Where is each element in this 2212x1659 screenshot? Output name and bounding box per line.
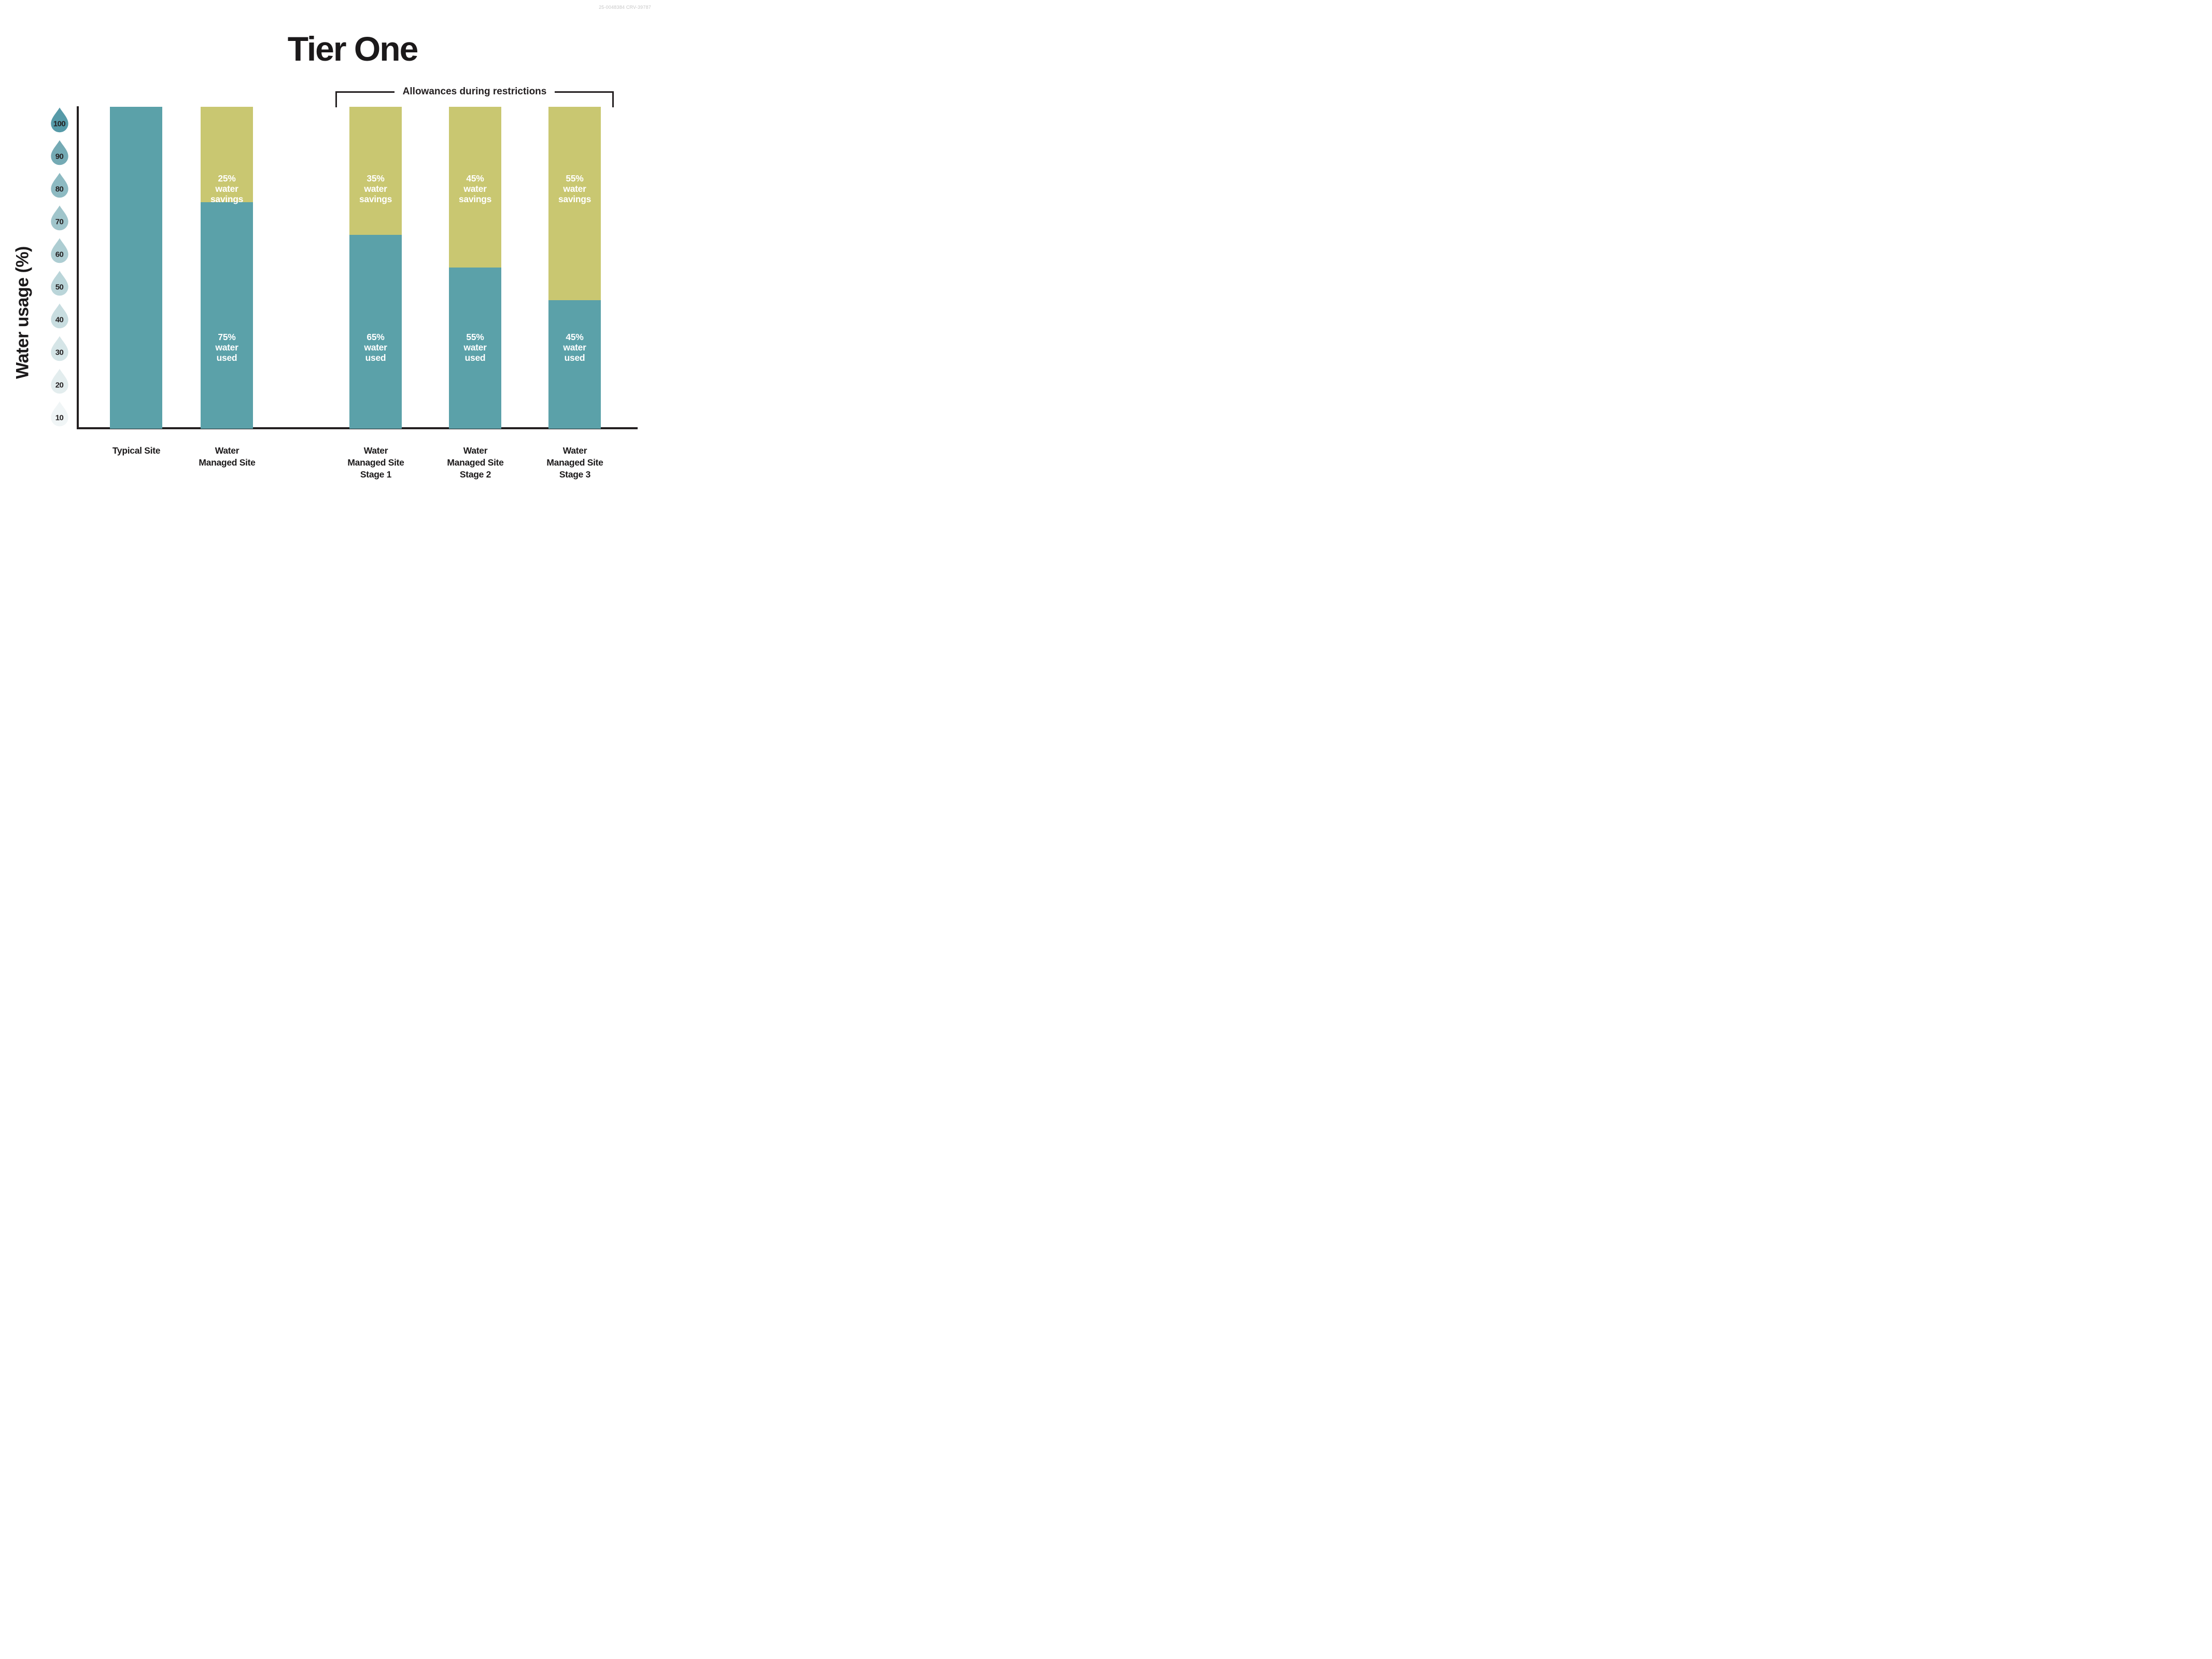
- droplet-icon: [50, 369, 68, 394]
- x-label-water-managed-site-stage-3: Water Managed Site Stage 3: [546, 445, 603, 480]
- bar-water-managed-site-stage-2: 45% water savings 55% water used: [449, 107, 501, 429]
- droplet-icon: [50, 238, 68, 263]
- water-droplet-tick-10: 10: [47, 401, 72, 428]
- x-label-water-managed-site-stage-2: Water Managed Site Stage 2: [447, 445, 504, 480]
- tick-value: 70: [55, 217, 64, 227]
- used-segment: [110, 107, 162, 429]
- chart-title: Tier One: [287, 30, 419, 68]
- water-droplet-tick-90: 90: [47, 139, 72, 166]
- used-label: 45% water used: [563, 332, 586, 363]
- water-droplet-tick-30: 30: [47, 335, 72, 362]
- droplet-icon: [50, 205, 68, 231]
- water-droplet-tick-20: 20: [47, 368, 72, 395]
- y-axis-title: Water usage (%): [12, 246, 33, 379]
- droplet-icon: [50, 303, 68, 329]
- x-label-water-managed-site-stage-1: Water Managed Site Stage 1: [347, 445, 404, 480]
- tick-value: 100: [53, 119, 66, 129]
- used-segment: [548, 300, 601, 429]
- bracket-right-tick: [612, 91, 614, 107]
- used-segment: [201, 202, 253, 429]
- used-segment: [449, 267, 501, 429]
- droplet-icon: [50, 107, 68, 133]
- droplet-icon: [50, 336, 68, 361]
- water-droplet-tick-70: 70: [47, 205, 72, 232]
- x-label-water-managed-site: Water Managed Site: [199, 445, 256, 468]
- chart-canvas: 25-0048384 CRV-39787 Tier One Allowances…: [0, 0, 664, 498]
- bracket-left-tick: [335, 91, 337, 107]
- y-axis-line: [77, 106, 79, 429]
- water-droplet-tick-100: 100: [47, 107, 72, 134]
- tick-value: 20: [55, 381, 64, 390]
- y-axis-droplet-ticks: 100 90 80 70 60 50 40 30 20 10: [47, 107, 72, 429]
- x-label-typical-site: Typical Site: [112, 445, 161, 456]
- bracket-line-right: [555, 91, 614, 93]
- tick-value: 30: [55, 348, 64, 357]
- savings-segment: [449, 107, 501, 268]
- tick-value: 90: [55, 152, 64, 161]
- restrictions-bracket: Allowances during restrictions: [335, 86, 614, 107]
- tick-value: 50: [55, 283, 64, 292]
- droplet-icon: [50, 271, 68, 296]
- savings-label: 55% water savings: [558, 173, 591, 205]
- used-label: 65% water used: [364, 332, 387, 363]
- savings-label: 45% water savings: [458, 173, 492, 205]
- savings-segment: [201, 107, 253, 202]
- savings-segment: [548, 107, 601, 300]
- used-label: 75% water used: [215, 332, 238, 363]
- reference-code: 25-0048384 CRV-39787: [599, 5, 651, 10]
- savings-label: 25% water savings: [210, 173, 244, 205]
- bracket-label: Allowances during restrictions: [402, 86, 547, 97]
- tick-value: 80: [55, 185, 64, 194]
- bar-typical-site: [110, 107, 162, 429]
- droplet-icon: [50, 140, 68, 165]
- water-droplet-tick-40: 40: [47, 303, 72, 330]
- water-droplet-tick-60: 60: [47, 237, 72, 264]
- bar-water-managed-site: 25% water savings 75% water used: [201, 107, 253, 429]
- bar-water-managed-site-stage-3: 55% water savings 45% water used: [548, 107, 601, 429]
- tick-value: 10: [55, 413, 64, 423]
- droplet-icon: [50, 401, 68, 427]
- tick-value: 60: [55, 250, 64, 259]
- used-segment: [349, 234, 402, 429]
- used-label: 55% water used: [463, 332, 487, 363]
- savings-label: 35% water savings: [359, 173, 392, 205]
- bracket-line-left: [335, 91, 395, 93]
- droplet-icon: [50, 173, 68, 198]
- savings-segment: [349, 107, 402, 235]
- water-droplet-tick-80: 80: [47, 172, 72, 199]
- water-droplet-tick-50: 50: [47, 270, 72, 297]
- bar-water-managed-site-stage-1: 35% water savings 65% water used: [349, 107, 402, 429]
- tick-value: 40: [55, 315, 64, 325]
